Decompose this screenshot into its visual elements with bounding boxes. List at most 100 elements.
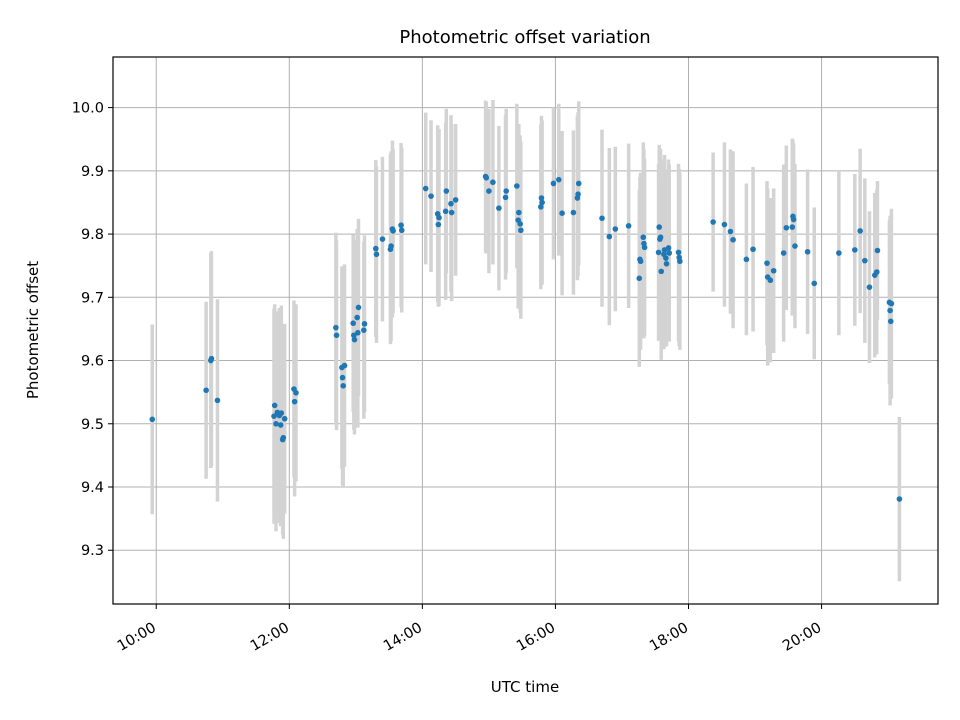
data-point xyxy=(887,318,894,325)
data-point xyxy=(637,258,644,265)
data-point xyxy=(612,226,619,232)
data-point xyxy=(422,185,429,192)
data-point xyxy=(390,228,396,234)
data-point xyxy=(804,248,811,255)
data-point xyxy=(663,260,670,267)
data-point xyxy=(767,277,774,284)
data-point xyxy=(398,227,405,234)
data-point xyxy=(792,243,798,249)
data-point xyxy=(428,193,434,199)
data-point xyxy=(874,247,881,254)
data-point xyxy=(636,275,643,282)
chart-title: Photometric offset variation xyxy=(399,27,650,48)
data-point xyxy=(354,314,360,321)
plot-frame xyxy=(112,56,939,605)
data-point xyxy=(281,415,288,422)
data-point xyxy=(866,284,873,290)
data-point xyxy=(789,224,796,230)
data-point xyxy=(888,300,895,307)
data-point xyxy=(483,174,490,181)
data-point xyxy=(811,280,818,287)
data-point xyxy=(555,176,562,183)
data-point xyxy=(355,329,361,336)
data-point xyxy=(503,188,510,194)
y-tick-label: 9.8 xyxy=(81,227,104,243)
data-point xyxy=(271,413,277,419)
data-point xyxy=(293,389,299,396)
data-point xyxy=(538,195,545,201)
data-point xyxy=(373,251,380,258)
data-point xyxy=(486,188,492,194)
data-point xyxy=(333,332,340,339)
point-layer xyxy=(149,173,903,502)
data-point xyxy=(448,209,455,216)
data-point xyxy=(280,434,287,441)
data-point xyxy=(339,374,346,381)
y-tick-label: 9.7 xyxy=(81,290,104,306)
data-point xyxy=(743,256,750,263)
data-point xyxy=(780,250,787,256)
data-point xyxy=(350,320,356,327)
data-point xyxy=(436,214,442,221)
data-point xyxy=(721,221,728,228)
data-point xyxy=(896,496,903,502)
data-point xyxy=(677,258,683,265)
data-point xyxy=(625,223,632,229)
data-point xyxy=(539,199,545,206)
data-point xyxy=(640,234,647,241)
data-point xyxy=(852,247,858,253)
data-point xyxy=(606,233,613,240)
data-point xyxy=(291,398,298,405)
y-tick-label: 9.5 xyxy=(81,417,104,433)
data-point xyxy=(862,257,868,264)
data-point xyxy=(496,205,502,211)
data-point xyxy=(656,224,663,230)
data-point xyxy=(599,215,605,222)
data-point xyxy=(675,249,682,256)
data-point xyxy=(658,268,665,275)
data-point xyxy=(149,416,156,423)
data-point xyxy=(873,269,880,275)
grid-layer xyxy=(113,57,938,604)
data-point xyxy=(783,224,790,231)
data-point xyxy=(443,188,450,194)
y-tick-label: 9.6 xyxy=(81,354,104,370)
data-point xyxy=(518,227,524,234)
data-point xyxy=(502,194,509,201)
data-point xyxy=(514,183,520,189)
data-point xyxy=(278,410,285,416)
data-point xyxy=(730,236,736,243)
data-point xyxy=(361,321,368,327)
data-point xyxy=(655,249,662,256)
data-point xyxy=(887,307,893,314)
data-point xyxy=(666,250,673,256)
data-point xyxy=(559,210,565,216)
data-point xyxy=(373,245,379,252)
data-point xyxy=(490,179,496,186)
data-point xyxy=(516,209,522,216)
data-point xyxy=(271,402,278,409)
data-point xyxy=(727,228,734,235)
x-axis-label: UTC time xyxy=(491,678,559,696)
data-point xyxy=(435,221,442,228)
data-point xyxy=(351,336,358,343)
data-point xyxy=(550,180,557,187)
data-point xyxy=(663,255,669,261)
data-point xyxy=(379,236,386,242)
y-tick-label: 10.0 xyxy=(72,101,104,117)
data-point xyxy=(517,221,523,227)
data-point xyxy=(857,228,863,234)
data-point xyxy=(273,420,279,427)
data-point xyxy=(575,180,582,187)
y-tick-label: 9.4 xyxy=(81,480,104,496)
data-point xyxy=(388,243,394,249)
data-point xyxy=(641,244,648,251)
data-point xyxy=(710,219,716,225)
data-point xyxy=(340,383,347,389)
data-point xyxy=(333,324,339,331)
data-point xyxy=(665,245,672,251)
data-point xyxy=(570,209,577,216)
data-point xyxy=(770,267,777,274)
